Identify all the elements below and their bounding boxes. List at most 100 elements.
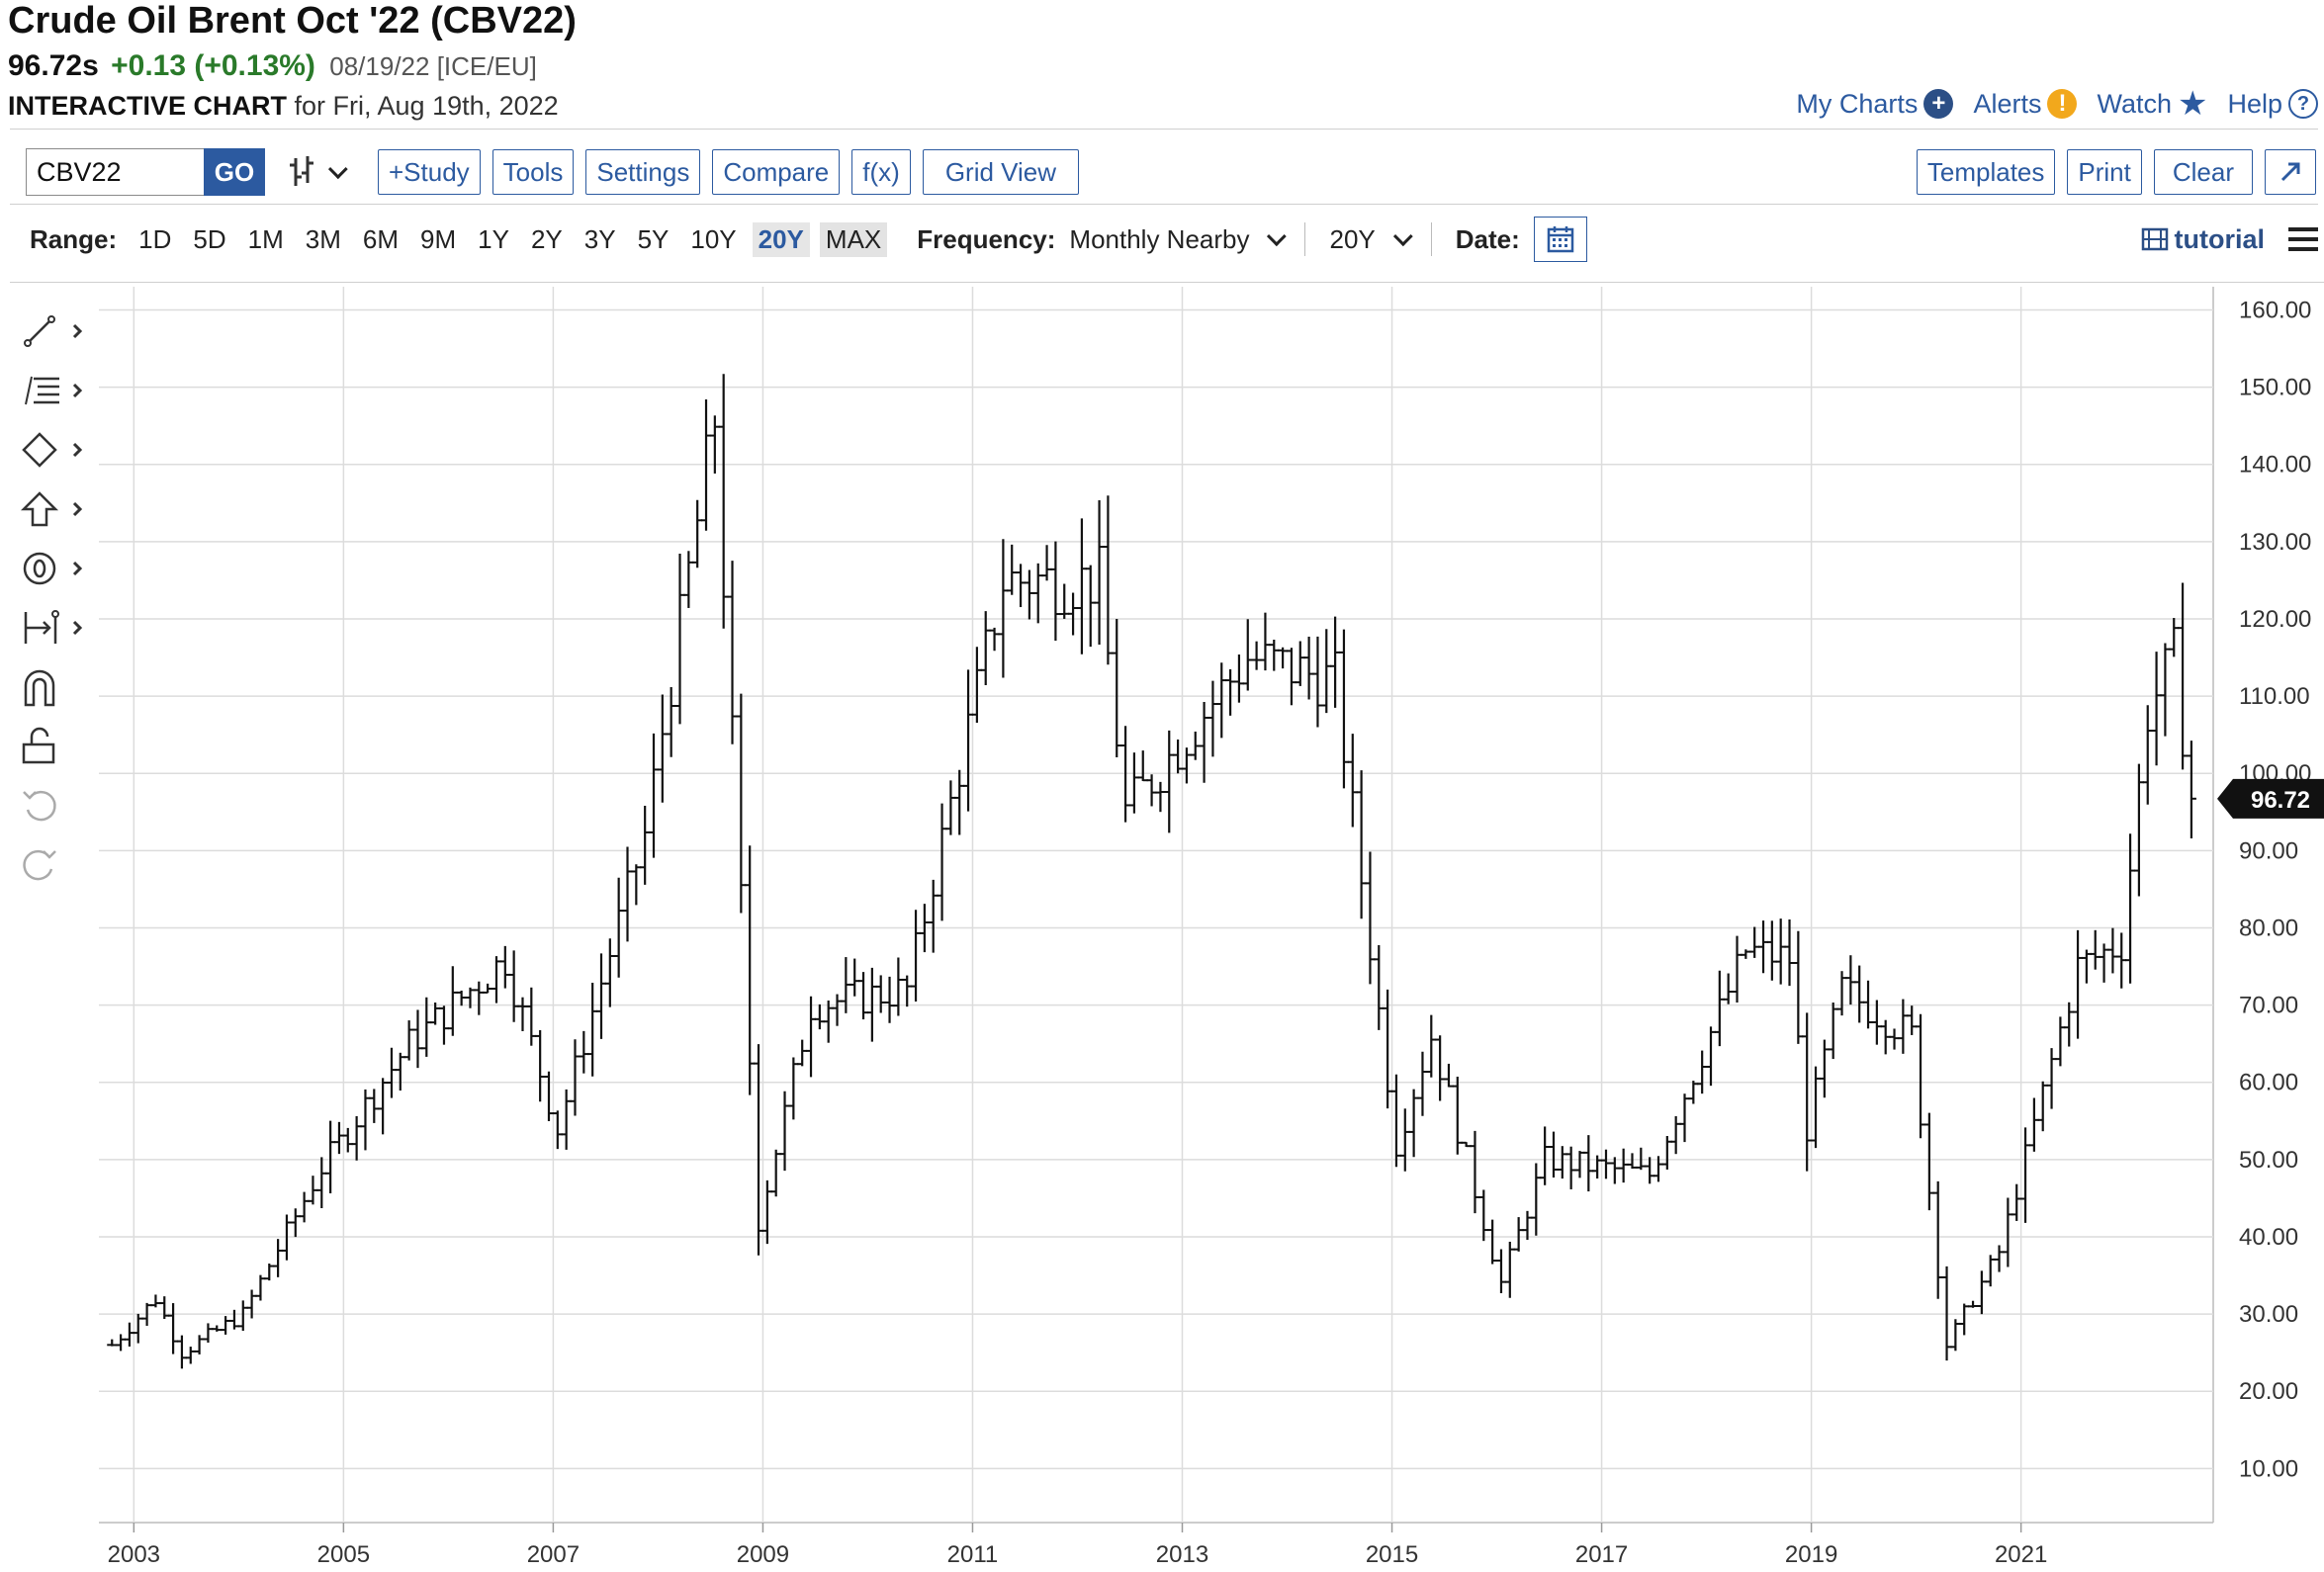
range-1y[interactable]: 1Y — [478, 223, 509, 254]
range-divider-line — [10, 282, 2324, 283]
film-icon — [2141, 227, 2168, 251]
arrow-tool-button[interactable] — [20, 484, 89, 534]
templates-button[interactable]: Templates — [1916, 149, 2056, 195]
x-tick-label: 2017 — [1575, 1541, 1628, 1568]
my-charts-link[interactable]: My Charts + — [1796, 88, 1954, 120]
line-tool-button[interactable] — [20, 306, 89, 356]
range-9m[interactable]: 9M — [420, 223, 457, 254]
range-bar: Range: 1D 5D 1M 3M 6M 9M 1Y 2Y 3Y 5Y 10Y… — [30, 217, 2318, 262]
range-1m[interactable]: 1M — [247, 223, 284, 254]
frequency-selector[interactable]: Frequency: Monthly Nearby — [917, 224, 1288, 255]
shape-tool-button[interactable] — [20, 425, 89, 475]
calendar-icon — [1547, 226, 1574, 253]
range-divider — [1304, 222, 1306, 256]
plus-circle-icon: + — [1923, 89, 1954, 119]
tutorial-link[interactable]: tutorial — [2141, 223, 2266, 255]
hamburger-line — [2288, 247, 2318, 251]
settings-button[interactable]: Settings — [585, 149, 701, 195]
y-tick-label: 50.00 — [2239, 1147, 2298, 1174]
range-max[interactable]: MAX — [819, 221, 888, 257]
range-5d[interactable]: 5D — [193, 223, 226, 254]
y-tick-label: 160.00 — [2239, 297, 2311, 323]
fib-tool-button[interactable] — [20, 366, 89, 415]
toolbar-left: GO +Study Tools Settings Compare f(x) Gr… — [26, 148, 1080, 196]
range-label: Range: — [30, 223, 118, 254]
measure-tool-button[interactable] — [20, 603, 89, 653]
undo-button[interactable] — [20, 781, 89, 830]
range-3y[interactable]: 3Y — [583, 223, 616, 254]
y-tick-label: 30.00 — [2239, 1301, 2298, 1328]
range-20y[interactable]: 20Y — [752, 221, 810, 257]
watch-label: Watch — [2097, 88, 2172, 119]
tutorial-label: tutorial — [2174, 223, 2266, 254]
date-picker-button[interactable] — [1533, 217, 1587, 262]
shape-icon — [22, 432, 83, 468]
range-10y[interactable]: 10Y — [690, 223, 737, 254]
clear-button[interactable]: Clear — [2153, 149, 2253, 195]
compare-button[interactable]: Compare — [712, 149, 841, 195]
tools-button[interactable]: Tools — [492, 149, 575, 195]
range-divider — [1430, 222, 1432, 256]
print-button[interactable]: Print — [2067, 149, 2142, 195]
my-charts-label: My Charts — [1796, 88, 1919, 119]
range-5y[interactable]: 5Y — [637, 223, 670, 254]
help-link[interactable]: Help ? — [2227, 89, 2318, 120]
fx-button[interactable]: f(x) — [851, 149, 911, 195]
last-price: 96.72s — [8, 49, 99, 82]
range-1d[interactable]: 1D — [138, 223, 172, 254]
expand-button[interactable] — [2265, 149, 2316, 195]
alerts-label: Alerts — [1973, 88, 2042, 119]
x-tick-label: 2021 — [1995, 1541, 2047, 1568]
chart-gridlines — [99, 287, 2214, 1524]
y-tick-label: 70.00 — [2239, 993, 2298, 1019]
watch-link[interactable]: Watch ★ — [2097, 87, 2207, 121]
trendline-icon — [24, 315, 83, 347]
period-value: 20Y — [1329, 223, 1376, 254]
y-tick-label: 40.00 — [2239, 1224, 2298, 1251]
quote-line: 96.72s +0.13 (+0.13%) 08/19/22 [ICE/EU] — [8, 49, 537, 83]
period-selector[interactable]: 20Y — [1329, 223, 1413, 255]
y-tick-label: 90.00 — [2239, 837, 2298, 864]
symbol-input[interactable] — [26, 148, 204, 196]
question-icon: ? — [2288, 89, 2318, 119]
annotation-icon — [23, 552, 83, 585]
grid-view-button[interactable]: Grid View — [922, 149, 1080, 195]
redo-icon — [23, 849, 56, 881]
header-divider — [10, 129, 2318, 130]
top-links: My Charts + Alerts ! Watch ★ Help ? — [1796, 87, 2318, 121]
last-price-label: 96.72 — [2251, 787, 2310, 814]
last-price-badge — [2217, 778, 2324, 819]
bar-type-selector[interactable] — [287, 155, 348, 189]
ohlc-bar-icon — [290, 156, 313, 186]
expand-icon — [2280, 162, 2300, 182]
alerts-link[interactable]: Alerts ! — [1973, 88, 2078, 120]
y-tick-label: 20.00 — [2239, 1378, 2298, 1405]
go-button[interactable]: GO — [204, 148, 265, 196]
x-axis: 2003 2005 2007 2009 2011 2013 2015 2017 2019 2021 — [108, 1523, 2047, 1568]
y-tick-label: 80.00 — [2239, 915, 2298, 941]
date-label: Date: — [1455, 223, 1520, 254]
magnet-button[interactable] — [20, 662, 89, 712]
study-button[interactable]: +Study — [378, 149, 481, 195]
y-tick-label: 60.00 — [2239, 1070, 2298, 1096]
annotation-tool-button[interactable] — [20, 544, 89, 593]
range-6m[interactable]: 6M — [362, 223, 399, 254]
interactive-chart-line: INTERACTIVE CHART for Fri, Aug 19th, 202… — [8, 91, 559, 122]
page-title: Crude Oil Brent Oct '22 (CBV22) — [8, 0, 577, 42]
range-3m[interactable]: 3M — [305, 223, 341, 254]
redo-button[interactable] — [20, 840, 89, 890]
lock-button[interactable] — [20, 722, 89, 771]
ohlc-bars — [107, 374, 2196, 1369]
y-axis: 10.00 20.00 30.00 40.00 50.00 60.00 70.00 80.00… — [2239, 297, 2311, 1482]
menu-button[interactable] — [2288, 227, 2318, 251]
interactive-chart-label: INTERACTIVE CHART — [8, 91, 287, 121]
interactive-chart-date: for Fri, Aug 19th, 2022 — [294, 91, 559, 121]
magnet-icon — [24, 669, 55, 707]
y-tick-label: 140.00 — [2239, 452, 2311, 479]
x-tick-label: 2007 — [527, 1541, 580, 1568]
range-2y[interactable]: 2Y — [530, 223, 563, 254]
alert-icon: ! — [2047, 89, 2078, 119]
x-tick-label: 2011 — [947, 1541, 999, 1568]
unlock-icon — [22, 727, 55, 764]
